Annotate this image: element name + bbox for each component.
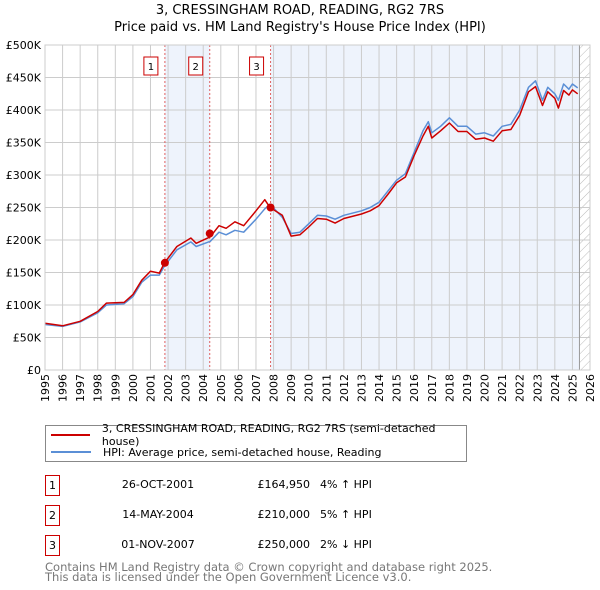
sale-badge <box>143 56 159 76</box>
y-tick-label: £500K <box>6 39 42 52</box>
sale-price: £164,950 <box>257 478 311 491</box>
x-tick-label: 2007 <box>250 374 263 402</box>
sale-badge-label: 2 <box>193 62 199 73</box>
plot-border <box>44 44 591 371</box>
y-tick-label: £0 <box>27 364 41 377</box>
y-tick-label: £400K <box>6 104 42 117</box>
sale-badge <box>249 56 265 76</box>
x-tick-label: 2000 <box>127 374 140 402</box>
chart-subtitle: Price paid vs. HM Land Registry's House … <box>114 20 486 35</box>
sale-point <box>205 229 214 238</box>
x-tick-label: 2013 <box>355 374 368 402</box>
hpi-diff: 4% ↑ HPI <box>320 478 372 491</box>
table-row: 2 14-MAY-2004 £210,000 5% ↑ HPI <box>45 505 465 526</box>
x-tick-label: 2025 <box>566 374 579 402</box>
table-row: 3 01-NOV-2007 £250,000 2% ↓ HPI <box>45 535 465 556</box>
x-tick-label: 2020 <box>479 374 492 402</box>
x-tick-label: 2016 <box>408 374 421 402</box>
x-tick-label: 2018 <box>443 374 456 402</box>
x-tick-label: 2009 <box>285 374 298 402</box>
sale-badge-label: 1 <box>148 62 154 73</box>
sale-date: 01-NOV-2007 <box>121 538 195 551</box>
footer-copyright: Contains HM Land Registry data © Crown c… <box>45 560 493 574</box>
y-tick-label: £250K <box>6 202 42 215</box>
x-tick-label: 1995 <box>39 374 52 402</box>
red-line-swatch <box>51 434 90 436</box>
x-tick-label: 1996 <box>57 374 70 402</box>
x-tick-label: 2021 <box>496 374 509 402</box>
x-tick-label: 1998 <box>92 374 105 402</box>
x-tick-label: 2019 <box>461 374 474 402</box>
chart-title: 3, CRESSINGHAM ROAD, READING, RG2 7RS <box>155 3 445 18</box>
legend-label: 3, CRESSINGHAM ROAD, READING, RG2 7RS (s… <box>101 422 436 448</box>
x-tick-label: 2010 <box>303 374 316 402</box>
x-tick-label: 1997 <box>74 374 87 402</box>
x-tick-label: 2026 <box>584 374 597 402</box>
x-tick-label: 2002 <box>162 374 175 402</box>
sale-point <box>160 258 169 267</box>
sale-date: 14-MAY-2004 <box>122 508 194 521</box>
blue-line-swatch <box>51 451 91 453</box>
sale-badge <box>188 56 204 76</box>
y-tick-label: £450K <box>6 72 42 85</box>
x-tick-label: 2005 <box>215 374 228 402</box>
x-tick-label: 2011 <box>320 374 333 402</box>
price-chart: 1995 1996 1997 1998 1999 2000 2001 2002 2003 2004… <box>6 39 597 402</box>
x-tick-label: 2024 <box>549 374 562 402</box>
y-tick-label: £350K <box>6 137 42 150</box>
x-tick-label: 2006 <box>232 374 245 402</box>
sale-point <box>266 203 275 212</box>
y-tick-label: £100K <box>6 299 42 312</box>
table-row: 1 26-OCT-2001 £164,950 4% ↑ HPI <box>45 475 465 496</box>
x-tick-label: 2003 <box>180 374 193 402</box>
sale-date: 26-OCT-2001 <box>121 478 195 491</box>
legend-label: HPI: Average price, semi-detached house,… <box>103 445 382 459</box>
sale-price: £250,000 <box>257 538 311 551</box>
x-tick-label: 2008 <box>268 374 281 402</box>
marker-badge: 2 <box>45 505 60 526</box>
x-tick-label: 2014 <box>373 374 386 402</box>
x-tick-label: 2001 <box>144 374 157 402</box>
legend-item-hpi: HPI: Average price, semi-detached house,… <box>46 444 382 460</box>
x-tick-label: 2022 <box>514 374 527 402</box>
x-tick-label: 1999 <box>109 374 122 402</box>
hpi-diff: 5% ↑ HPI <box>320 508 372 521</box>
y-tick-label: £300K <box>6 169 42 182</box>
marker-badge: 3 <box>45 535 60 556</box>
hpi-line <box>44 80 579 328</box>
x-tick-label: 2023 <box>531 374 544 402</box>
marker-badge: 1 <box>45 475 60 496</box>
x-tick-label: 2012 <box>338 374 351 402</box>
footer-licence: This data is licensed under the Open Gov… <box>45 570 412 584</box>
sale-badge-label: 3 <box>253 62 259 73</box>
hpi-diff: 2% ↓ HPI <box>320 538 372 551</box>
x-tick-label: 2015 <box>391 374 404 402</box>
sale-price: £210,000 <box>257 508 311 521</box>
x-tick-label: 2004 <box>197 374 210 402</box>
legend-item-property: 3, CRESSINGHAM ROAD, READING, RG2 7RS (s… <box>46 422 466 448</box>
y-tick-label: £200K <box>6 234 42 247</box>
y-tick-label: £50K <box>13 332 42 345</box>
x-tick-label: 2017 <box>426 374 439 402</box>
y-tick-label: £150K <box>6 267 42 280</box>
legend: 3, CRESSINGHAM ROAD, READING, RG2 7RS (s… <box>45 422 467 462</box>
